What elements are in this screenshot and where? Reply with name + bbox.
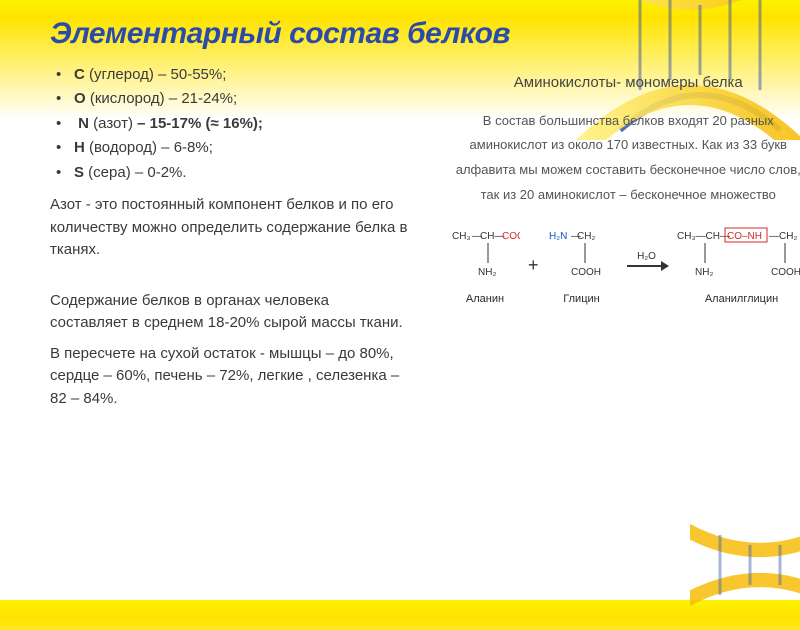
amino-acids-body: В состав большинства белков входят 20 ра… [450, 109, 800, 208]
element-item: Н (водород) – 6-8%; [56, 137, 410, 160]
element-item: О (кислород) – 21-24%; [56, 88, 410, 111]
plus-sign: + [528, 255, 539, 276]
svg-text:CO–NH: CO–NH [727, 231, 762, 242]
right-column: Аминокислоты- мономеры белка В состав бо… [450, 64, 800, 411]
svg-text:COOH: COOH [771, 267, 800, 278]
svg-text:H₂N: H₂N [549, 231, 567, 242]
element-item: N (азот) – 15-17% (≈ 16%); [56, 113, 410, 136]
element-item: S (сера) – 0-2%. [56, 162, 410, 185]
svg-text:NH₂: NH₂ [695, 267, 713, 278]
svg-text:CH₃—CH—: CH₃—CH— [677, 231, 730, 242]
amino-acids-title: Аминокислоты- мономеры белка [450, 74, 800, 91]
element-item: С (углерод) – 50-55%; [56, 64, 410, 87]
peptide-reaction: CH₃—CH— COOH NH₂ Аланин + H₂N —CH₂ [450, 225, 800, 305]
slide-title: Элементарный состав белков [50, 18, 770, 50]
slide: Элементарный состав белков С (углерод) –… [0, 0, 800, 600]
svg-text:CH₂: CH₂ [577, 231, 595, 242]
molecule-glycine: H₂N—CH₂ COOH Глицин [547, 225, 617, 305]
molecule-glycine-label: Глицин [547, 293, 617, 305]
two-columns: С (углерод) – 50-55%;О (кислород) – 21-2… [50, 64, 770, 411]
molecule-alanine-label: Аланин [450, 293, 520, 305]
svg-text:CH—: CH— [480, 231, 504, 242]
paragraph-dry-weight: В пересчете на сухой остаток - мышцы – д… [50, 343, 410, 411]
molecule-dipeptide: CH₃—CH— CO–NH —CH₂ NH₂ COOH Аланилглицин [677, 225, 800, 305]
molecule-alanine: CH₃—CH— COOH NH₂ Аланин [450, 225, 520, 305]
reaction-arrow: H₂O [625, 251, 669, 279]
svg-text:CH₃: CH₃ [452, 231, 471, 242]
svg-text:COOH: COOH [502, 231, 520, 242]
paragraph-nitrogen: Азот - это постоянный компонент белков и… [50, 194, 410, 262]
element-list: С (углерод) – 50-55%;О (кислород) – 21-2… [50, 64, 410, 185]
svg-text:NH₂: NH₂ [478, 267, 496, 278]
left-column: С (углерод) – 50-55%;О (кислород) – 21-2… [50, 64, 410, 411]
paragraph-organs: Содержание белков в органах человека сос… [50, 290, 410, 335]
svg-text:COOH: COOH [571, 267, 601, 278]
svg-text:—CH₂: —CH₂ [769, 231, 797, 242]
molecule-dipeptide-label: Аланилглицин [677, 293, 800, 305]
